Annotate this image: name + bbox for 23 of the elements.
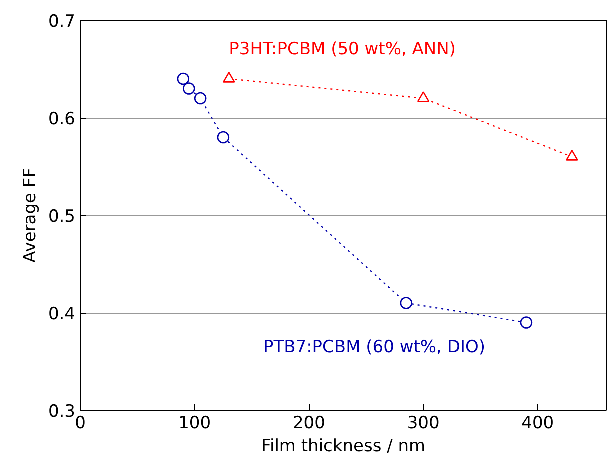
x-axis-title: Film thickness / nm bbox=[261, 436, 426, 456]
x-tick-label: 400 bbox=[522, 414, 554, 434]
y-tick-label: 0.5 bbox=[48, 207, 76, 227]
point bbox=[177, 72, 190, 86]
point bbox=[566, 150, 578, 161]
point bbox=[417, 92, 430, 102]
series-label: P3HT:PCBM (50 wt%, ANN) bbox=[229, 40, 456, 60]
point bbox=[223, 72, 236, 83]
y-tick-label: 0.7 bbox=[48, 12, 76, 32]
y-tick-label: 0.6 bbox=[48, 110, 76, 130]
x-tick-label: 200 bbox=[292, 414, 326, 434]
y-tick-label: 0.4 bbox=[48, 304, 76, 324]
x-tick-label: 100 bbox=[178, 414, 212, 434]
point bbox=[182, 82, 196, 95]
series-label: PTB7:PCBM (60 wt%, DIO) bbox=[263, 337, 486, 358]
y-tick-label: 0.3 bbox=[48, 402, 76, 422]
point bbox=[194, 92, 207, 105]
x-tick-label: 0 bbox=[75, 414, 86, 434]
y-axis-title: Average FF bbox=[20, 168, 40, 263]
point bbox=[400, 297, 413, 310]
point bbox=[520, 316, 533, 329]
point bbox=[217, 131, 230, 144]
x-tick-label: 300 bbox=[407, 414, 440, 434]
